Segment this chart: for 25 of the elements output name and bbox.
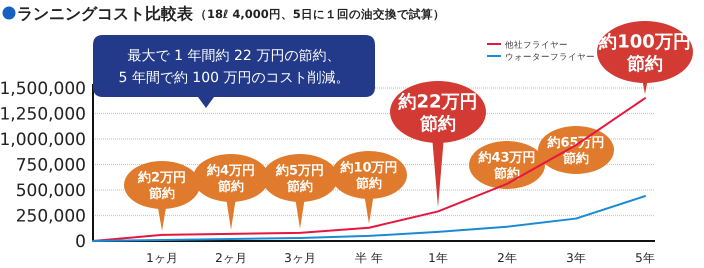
y-tick-label: 750,000 <box>16 156 86 176</box>
annotation: 約5万円節約 <box>274 164 324 195</box>
legend-label: ウォーターフライヤー <box>505 52 595 62</box>
x-tick-label: 半 年 <box>355 251 383 265</box>
annotation: 約10万円節約 <box>339 160 398 192</box>
y-tick-label: 1,250,000 <box>0 104 86 124</box>
annotation: 約2万円節約 <box>136 170 186 202</box>
x-tick-label: 1年 <box>428 251 448 265</box>
annotation: 約4万円節約 <box>206 164 256 195</box>
x-tick-label: 2ヶ月 <box>215 251 247 265</box>
legend-label: 他社フライヤー <box>505 40 568 50</box>
callout-box: 最大で 1 年間約 22 万円の節約、 5 年間で約 100 万円のコスト削減。 <box>93 35 375 108</box>
x-tick-label: 3年 <box>566 251 586 265</box>
x-tick-label: 2年 <box>497 251 517 265</box>
y-tick-label: 250,000 <box>16 206 86 226</box>
y-tick-label: 1,500,000 <box>0 79 86 99</box>
x-tick-label: 5年 <box>635 251 655 265</box>
x-tick-label: 3ヶ月 <box>284 251 316 265</box>
x-tick-label: 1ヶ月 <box>146 251 178 265</box>
y-tick-label: 500,000 <box>16 181 86 201</box>
y-tick-label: 0 <box>75 232 86 252</box>
annotation: 約22万円節約 <box>397 91 478 134</box>
y-tick-label: 1,000,000 <box>0 130 86 150</box>
chart-subtitle: （18ℓ 4,000円、5日に１回の油交換で試算） <box>195 7 445 21</box>
chart-title: ランニングコスト比較表 <box>17 4 194 23</box>
